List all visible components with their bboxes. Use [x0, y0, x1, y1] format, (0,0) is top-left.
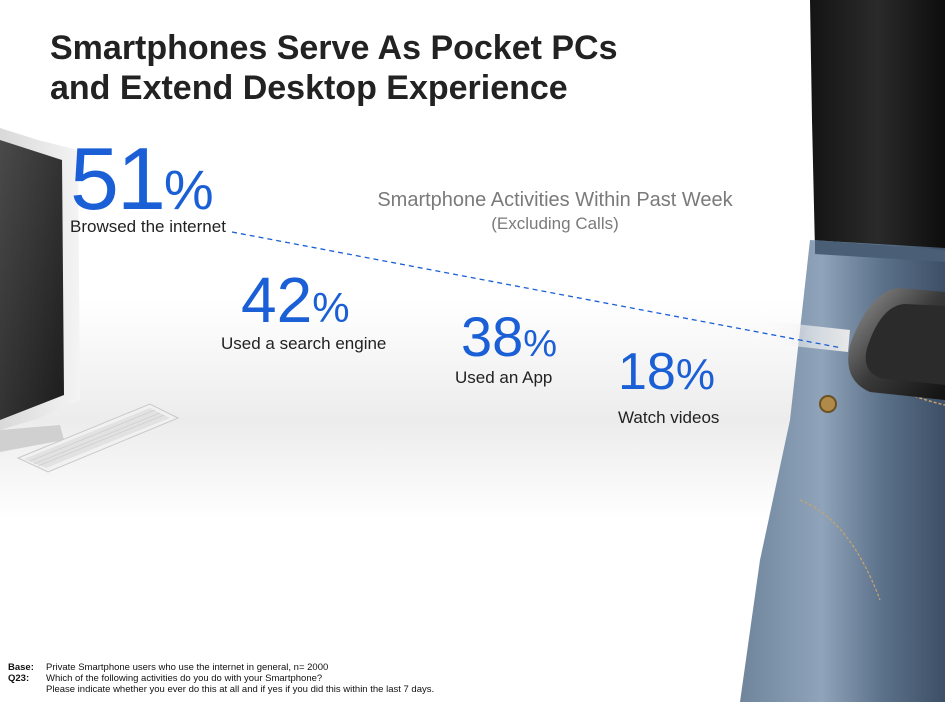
footnote-question-text-2: Please indicate whether you ever do this… [46, 684, 435, 695]
stat-used-app: 38% Used an App [455, 308, 557, 388]
chart-subtitle: Smartphone Activities Within Past Week (… [340, 188, 770, 236]
footnote-question-text: Which of the following activities do you… [46, 673, 323, 684]
footnote-base-key: Base: [8, 662, 34, 673]
jeans-with-smartphone-photo [738, 0, 945, 702]
page-title: Smartphones Serve As Pocket PCs and Exte… [50, 28, 750, 108]
stat-value: 51 [70, 129, 166, 228]
desktop-monitor-illustration [0, 128, 80, 452]
stat-unit: % [163, 158, 214, 221]
stat-label: Watch videos [618, 408, 720, 427]
subtitle-line-1: Smartphone Activities Within Past Week [377, 189, 733, 211]
stat-unit: % [312, 284, 350, 331]
stat-value: 42 [241, 264, 313, 336]
title-line-1: Smartphones Serve As Pocket PCs [50, 29, 618, 67]
stat-value: 38 [461, 305, 524, 368]
stat-label: Browsed the internet [70, 217, 226, 236]
footnote-base-text: Private Smartphone users who use the int… [46, 662, 329, 673]
keyboard-illustration [16, 403, 180, 473]
footnote-base-row: Base: Private Smartphone users who use t… [8, 662, 434, 673]
footnote-question-row: Q23: Which of the following activities d… [8, 673, 434, 684]
stat-unit: % [523, 323, 558, 365]
footnote: Base: Private Smartphone users who use t… [8, 662, 434, 695]
stat-unit: % [675, 350, 715, 399]
stat-label: Used a search engine [221, 334, 387, 353]
stat-label: Used an App [455, 368, 553, 387]
footnote-question-key: Q23: [8, 673, 30, 684]
stat-value: 18 [618, 343, 676, 401]
footnote-question-row-2: Please indicate whether you ever do this… [8, 684, 434, 695]
title-line-2: and Extend Desktop Experience [50, 69, 568, 107]
trend-line [231, 231, 843, 349]
stat-browsed-internet: 51% Browsed the internet [70, 135, 226, 237]
stat-watch-videos: 18% Watch videos [618, 346, 719, 428]
subtitle-line-2: (Excluding Calls) [491, 214, 619, 233]
stat-used-search-engine: 42% Used a search engine [221, 268, 386, 354]
